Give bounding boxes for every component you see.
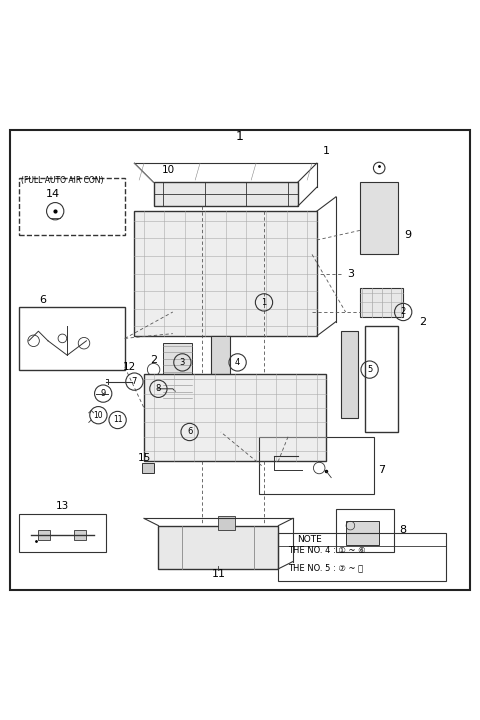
Text: 15: 15: [137, 454, 151, 464]
Text: 9: 9: [101, 389, 106, 398]
Bar: [19, 178, 125, 235]
Text: 10: 10: [161, 166, 175, 176]
Text: 3: 3: [347, 269, 354, 279]
Bar: [365, 326, 398, 432]
Text: 8: 8: [156, 384, 161, 393]
Polygon shape: [154, 182, 298, 207]
Text: 6: 6: [187, 428, 192, 436]
Text: 12: 12: [123, 362, 136, 372]
Bar: [336, 509, 394, 552]
Bar: [158, 526, 278, 569]
Bar: [19, 307, 125, 369]
Text: 6: 6: [40, 295, 47, 305]
Bar: [19, 513, 106, 552]
Text: 2: 2: [419, 317, 426, 327]
Text: 2: 2: [150, 355, 157, 365]
Text: 2: 2: [401, 307, 406, 317]
Bar: [144, 374, 326, 461]
Bar: [142, 463, 154, 473]
Text: 4: 4: [235, 358, 240, 367]
Bar: [211, 336, 230, 408]
Text: NOTE: NOTE: [298, 535, 323, 544]
Text: 11: 11: [113, 415, 122, 425]
Text: 5: 5: [367, 365, 372, 374]
Text: THE NO. 4 : ① ~ ⑥: THE NO. 4 : ① ~ ⑥: [288, 546, 366, 555]
Bar: [346, 521, 379, 545]
Bar: [278, 533, 446, 581]
Bar: [134, 211, 317, 336]
Bar: [360, 288, 403, 317]
Text: 10: 10: [94, 410, 103, 420]
Text: 13: 13: [56, 501, 69, 511]
Text: THE NO. 5 : ⑦ ~ ⑪: THE NO. 5 : ⑦ ~ ⑪: [288, 563, 363, 572]
Text: 9: 9: [405, 230, 411, 240]
Bar: [38, 531, 50, 540]
Text: 8: 8: [400, 526, 407, 536]
Bar: [163, 343, 192, 401]
Text: 7: 7: [378, 465, 385, 475]
Text: 1: 1: [323, 146, 330, 156]
Text: (FULL AUTO AIR CON): (FULL AUTO AIR CON): [21, 176, 104, 184]
Text: 11: 11: [211, 569, 226, 579]
Bar: [341, 331, 358, 418]
Bar: [74, 531, 86, 540]
Text: 7: 7: [132, 377, 137, 386]
Text: 3: 3: [180, 358, 185, 367]
Text: 1: 1: [262, 298, 266, 307]
Bar: [218, 516, 235, 531]
Text: 14: 14: [46, 189, 60, 199]
Bar: [360, 182, 398, 254]
Text: 1: 1: [236, 130, 244, 143]
Bar: [259, 437, 374, 495]
